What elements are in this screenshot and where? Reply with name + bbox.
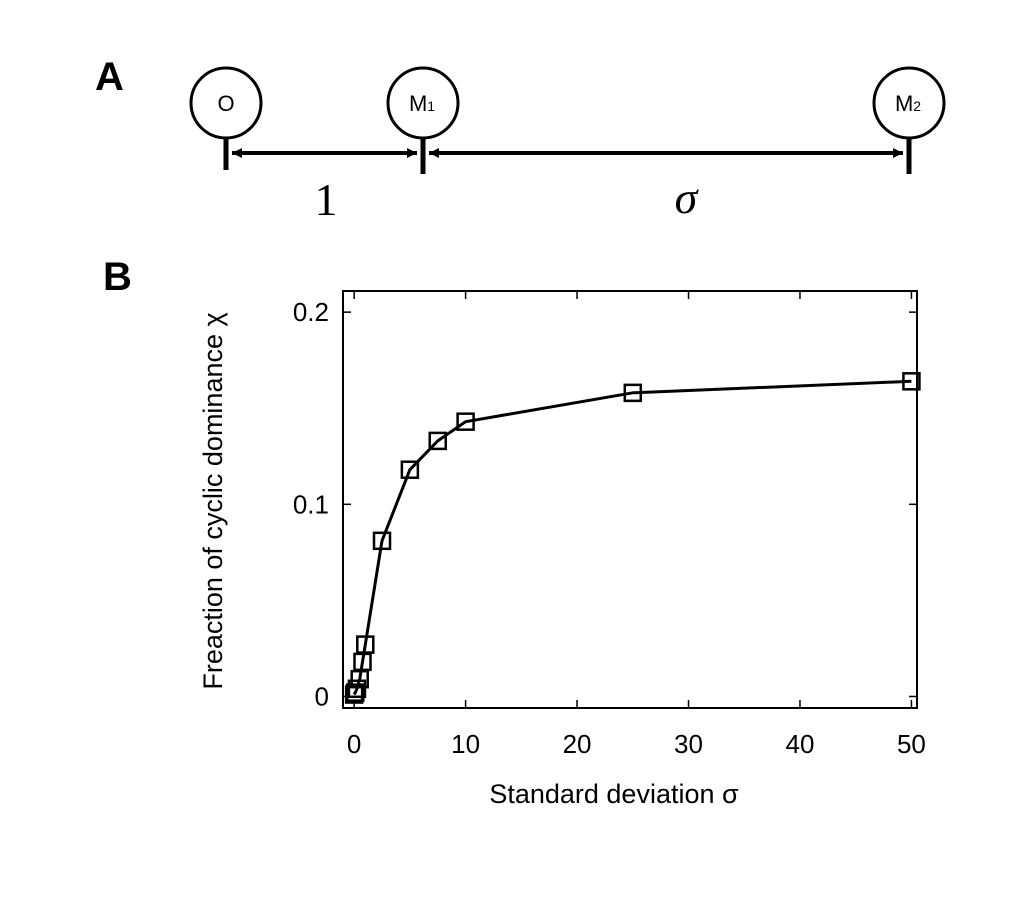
x-axis: 0 10 20 30 40 50 <box>347 291 926 759</box>
x-axis-label: Standard deviation σ <box>489 779 739 809</box>
data-point <box>456 412 475 431</box>
data-point <box>347 679 367 699</box>
node-m1: M1 <box>386 66 460 174</box>
panel-a-label: A <box>95 55 124 99</box>
y-tick-label: 0 <box>315 681 329 711</box>
y-tick-label: 0.2 <box>293 297 329 327</box>
x-tick-label: 50 <box>897 729 926 759</box>
data-point <box>400 460 420 479</box>
node-o-label: O <box>217 91 234 116</box>
x-tick-label: 20 <box>563 729 592 759</box>
y-tick-label: 0.1 <box>293 489 329 519</box>
node-m2: M2 <box>872 66 946 174</box>
data-point <box>350 669 369 689</box>
node-m1-label: M1 <box>409 91 435 116</box>
x-tick-label: 10 <box>451 729 480 759</box>
x-tick-label: 0 <box>347 729 361 759</box>
node-m2-label: M2 <box>895 91 921 116</box>
panel-b-label: B <box>103 255 132 299</box>
data-point <box>623 383 643 403</box>
y-axis-label: Freaction of cyclic dominance χ <box>198 312 228 689</box>
data-point <box>428 431 447 451</box>
series-line <box>344 372 921 704</box>
data-point <box>372 531 392 551</box>
distance-label-1: 1 <box>315 174 338 225</box>
node-o: O <box>189 66 263 170</box>
x-tick-label: 30 <box>674 729 703 759</box>
y-axis: 0 0.1 0.2 <box>293 297 917 711</box>
data-point <box>356 635 375 654</box>
x-tick-label: 40 <box>786 729 815 759</box>
series-polyline <box>352 379 912 696</box>
panel-b: B 0 10 20 30 40 50 0 0.1 0.2 Standard deviation… <box>103 255 926 809</box>
panel-a: A O M1 M2 1 σ <box>95 55 946 225</box>
data-point <box>353 652 372 672</box>
data-point <box>902 372 921 391</box>
distance-label-sigma: σ <box>675 172 700 223</box>
data-point <box>346 683 365 702</box>
plot-frame <box>342 290 918 709</box>
